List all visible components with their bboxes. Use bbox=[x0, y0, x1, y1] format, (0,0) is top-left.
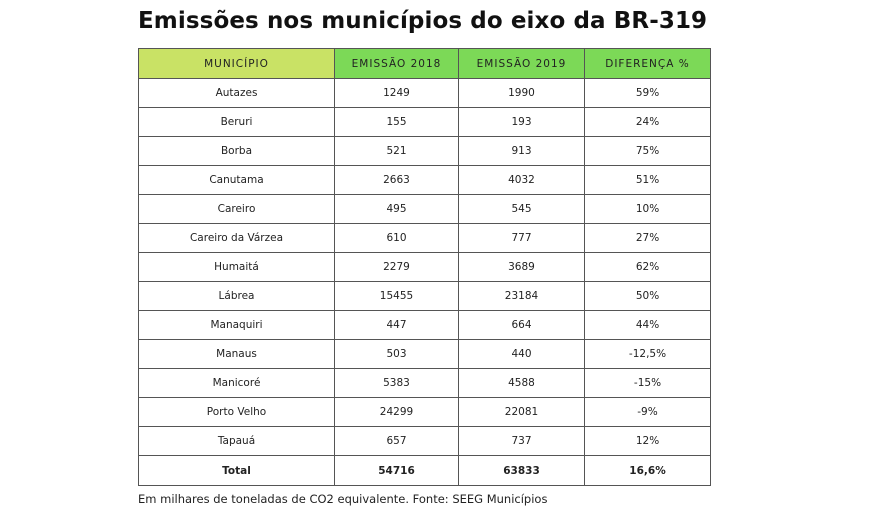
cell-emissao-2019: 193 bbox=[458, 107, 585, 137]
cell-municipio: Careiro bbox=[138, 194, 335, 224]
cell-emissao-2019: 63833 bbox=[458, 455, 585, 486]
cell-municipio: Humaitá bbox=[138, 252, 335, 282]
cell-diferenca: 27% bbox=[584, 223, 711, 253]
cell-diferenca: 50% bbox=[584, 281, 711, 311]
cell-municipio: Autazes bbox=[138, 78, 335, 108]
cell-emissao-2018: 447 bbox=[334, 310, 459, 340]
column-header-diferenca: DIFERENÇA % bbox=[584, 48, 711, 79]
cell-emissao-2019: 23184 bbox=[458, 281, 585, 311]
cell-emissao-2019: 777 bbox=[458, 223, 585, 253]
column-header-municipio: MUNICÍPIO bbox=[138, 48, 335, 79]
table-row: Manaquiri 447 664 44% bbox=[138, 310, 711, 340]
table-row: Borba 521 913 75% bbox=[138, 136, 711, 166]
cell-emissao-2019: 913 bbox=[458, 136, 585, 166]
cell-diferenca: 59% bbox=[584, 78, 711, 108]
cell-municipio: Borba bbox=[138, 136, 335, 166]
cell-municipio: Beruri bbox=[138, 107, 335, 137]
cell-emissao-2018: 5383 bbox=[334, 368, 459, 398]
table-row: Lábrea 15455 23184 50% bbox=[138, 281, 711, 311]
cell-municipio: Manaus bbox=[138, 339, 335, 369]
cell-emissao-2018: 521 bbox=[334, 136, 459, 166]
cell-diferenca: 62% bbox=[584, 252, 711, 282]
cell-emissao-2018: 24299 bbox=[334, 397, 459, 427]
column-header-emissao-2019: EMISSÃO 2019 bbox=[458, 48, 585, 79]
total-row: Total 54716 63833 16,6% bbox=[138, 455, 711, 486]
cell-diferenca: 44% bbox=[584, 310, 711, 340]
cell-diferenca: 12% bbox=[584, 426, 711, 456]
table-row: Porto Velho 24299 22081 -9% bbox=[138, 397, 711, 427]
cell-emissao-2019: 737 bbox=[458, 426, 585, 456]
emissions-table: MUNICÍPIO EMISSÃO 2018 EMISSÃO 2019 DIFE… bbox=[138, 48, 711, 486]
table-header-row: MUNICÍPIO EMISSÃO 2018 EMISSÃO 2019 DIFE… bbox=[138, 48, 711, 79]
cell-emissao-2019: 664 bbox=[458, 310, 585, 340]
cell-municipio: Porto Velho bbox=[138, 397, 335, 427]
table-row: Manicoré 5383 4588 -15% bbox=[138, 368, 711, 398]
cell-emissao-2019: 1990 bbox=[458, 78, 585, 108]
cell-emissao-2018: 610 bbox=[334, 223, 459, 253]
cell-diferenca: -12,5% bbox=[584, 339, 711, 369]
table-row: Beruri 155 193 24% bbox=[138, 107, 711, 137]
table-row: Humaitá 2279 3689 62% bbox=[138, 252, 711, 282]
table-row: Careiro da Várzea 610 777 27% bbox=[138, 223, 711, 253]
table-row: Tapauá 657 737 12% bbox=[138, 426, 711, 456]
cell-emissao-2018: 155 bbox=[334, 107, 459, 137]
cell-diferenca: -15% bbox=[584, 368, 711, 398]
cell-diferenca: 75% bbox=[584, 136, 711, 166]
cell-emissao-2018: 54716 bbox=[334, 455, 459, 486]
table-body: Autazes 1249 1990 59% Beruri 155 193 24% Borba 52… bbox=[138, 78, 711, 486]
cell-diferenca: 16,6% bbox=[584, 455, 711, 486]
cell-diferenca: -9% bbox=[584, 397, 711, 427]
table-row: Autazes 1249 1990 59% bbox=[138, 78, 711, 108]
cell-diferenca: 51% bbox=[584, 165, 711, 195]
cell-emissao-2019: 545 bbox=[458, 194, 585, 224]
page-title: Emissões nos municípios do eixo da BR-31… bbox=[138, 8, 708, 34]
cell-emissao-2018: 2279 bbox=[334, 252, 459, 282]
cell-emissao-2018: 503 bbox=[334, 339, 459, 369]
table-row: Manaus 503 440 -12,5% bbox=[138, 339, 711, 369]
cell-emissao-2018: 15455 bbox=[334, 281, 459, 311]
cell-municipio: Canutama bbox=[138, 165, 335, 195]
cell-municipio: Lábrea bbox=[138, 281, 335, 311]
cell-emissao-2019: 440 bbox=[458, 339, 585, 369]
cell-municipio: Manaquiri bbox=[138, 310, 335, 340]
cell-municipio: Tapauá bbox=[138, 426, 335, 456]
cell-municipio: Careiro da Várzea bbox=[138, 223, 335, 253]
cell-emissao-2018: 495 bbox=[334, 194, 459, 224]
column-header-emissao-2018: EMISSÃO 2018 bbox=[334, 48, 459, 79]
cell-emissao-2019: 4032 bbox=[458, 165, 585, 195]
cell-diferenca: 24% bbox=[584, 107, 711, 137]
cell-emissao-2018: 657 bbox=[334, 426, 459, 456]
cell-emissao-2018: 1249 bbox=[334, 78, 459, 108]
cell-emissao-2019: 22081 bbox=[458, 397, 585, 427]
cell-diferenca: 10% bbox=[584, 194, 711, 224]
cell-emissao-2019: 3689 bbox=[458, 252, 585, 282]
table-row: Careiro 495 545 10% bbox=[138, 194, 711, 224]
cell-emissao-2019: 4588 bbox=[458, 368, 585, 398]
total-label: Total bbox=[138, 455, 335, 486]
table-row: Canutama 2663 4032 51% bbox=[138, 165, 711, 195]
cell-emissao-2018: 2663 bbox=[334, 165, 459, 195]
footnote: Em milhares de toneladas de CO2 equivale… bbox=[138, 492, 548, 506]
cell-municipio: Manicoré bbox=[138, 368, 335, 398]
